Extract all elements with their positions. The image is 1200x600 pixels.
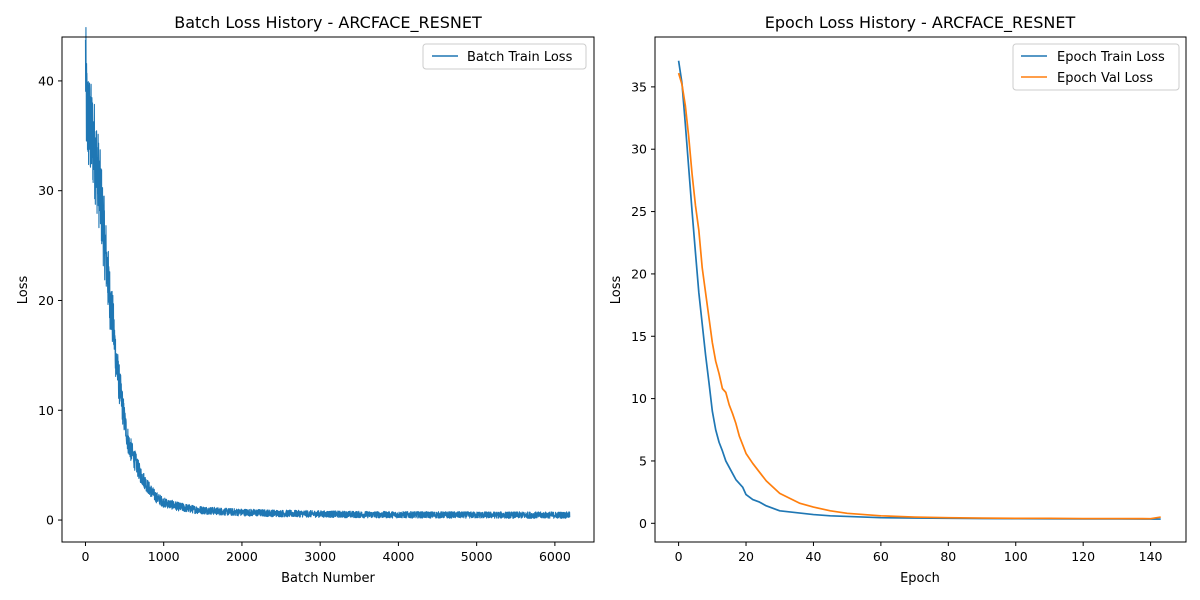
batch-loss-y-label: Loss: [16, 276, 31, 305]
batch-loss-x-tick-label: 2000: [226, 549, 258, 564]
batch-loss-x-tick-label: 4000: [383, 549, 415, 564]
batch-loss-x-tick-label: 5000: [461, 549, 493, 564]
epoch-loss-x-tick-label: 80: [940, 549, 956, 564]
epoch-loss-y-tick-label: 10: [631, 391, 647, 406]
batch-loss-title: Batch Loss History - ARCFACE_RESNET: [174, 13, 482, 33]
legend-box: [1012, 43, 1180, 91]
epoch-loss-x-tick-label: 120: [1071, 549, 1095, 564]
epoch-loss-y-tick-label: 20: [631, 266, 647, 281]
batch-loss-legend: Batch Train Loss: [422, 43, 587, 70]
epoch-loss-series-line-1: [677, 72, 1161, 520]
epoch-loss-legend: Epoch Train Loss Epoch Val Loss: [1012, 43, 1180, 91]
batch-loss-y-tick-label: 10: [38, 403, 54, 418]
epoch-loss-chart: 0 20 40 60 80 100 120 140 0 5 10 15 20 25 30 35 Epoch …: [609, 13, 1187, 586]
epoch-loss-y-tick-label: 5: [639, 453, 647, 468]
epoch-loss-x-tick-label: 0: [675, 549, 683, 564]
legend-label-epoch-val: Epoch Val Loss: [1057, 71, 1153, 86]
epoch-loss-x-label: Epoch: [900, 571, 940, 586]
epoch-loss-y-ticks: 0 5 10 15 20 25 30 35: [631, 79, 655, 531]
epoch-loss-x-tick-label: 20: [738, 549, 754, 564]
legend-box: [422, 43, 587, 70]
batch-loss-x-tick-label: 3000: [304, 549, 336, 564]
epoch-loss-x-tick-label: 60: [873, 549, 889, 564]
epoch-loss-axes-frame: [654, 36, 1187, 543]
epoch-loss-x-tick-label: 140: [1139, 549, 1163, 564]
batch-loss-y-tick-label: 40: [38, 73, 54, 88]
batch-loss-x-tick-label: 1000: [148, 549, 180, 564]
epoch-loss-y-tick-label: 30: [631, 142, 647, 157]
legend-label-epoch-train: Epoch Train Loss: [1057, 50, 1165, 65]
batch-loss-y-tick-label: 30: [38, 183, 54, 198]
batch-loss-y-ticks: 0 10 20 30 40: [38, 73, 62, 528]
batch-loss-axes-frame: [61, 36, 595, 543]
epoch-loss-x-tick-label: 100: [1004, 549, 1028, 564]
epoch-loss-y-tick-label: 0: [639, 516, 647, 531]
epoch-loss-plot-area: [677, 60, 1161, 520]
epoch-loss-x-ticks: 0 20 40 60 80 100 120 140: [675, 542, 1163, 564]
epoch-loss-y-tick-label: 25: [631, 204, 647, 219]
epoch-loss-y-tick-label: 35: [631, 79, 647, 94]
batch-loss-y-tick-label: 0: [46, 513, 54, 528]
batch-loss-plot-area: [84, 26, 571, 519]
epoch-loss-title: Epoch Loss History - ARCFACE_RESNET: [765, 13, 1076, 33]
batch-loss-x-tick-label: 0: [81, 549, 89, 564]
batch-loss-x-label: Batch Number: [281, 571, 375, 586]
batch-loss-y-tick-label: 20: [38, 293, 54, 308]
legend-label-batch-train: Batch Train Loss: [467, 50, 573, 65]
batch-loss-series-line-0: [84, 26, 571, 519]
batch-loss-chart: 0 1000 2000 3000 4000 5000 6000 0 10 20 30 40 Batc…: [16, 13, 595, 586]
batch-loss-x-tick-label: 6000: [539, 549, 571, 564]
batch-loss-x-ticks: 0 1000 2000 3000 4000 5000 6000: [81, 542, 571, 564]
epoch-loss-x-tick-label: 40: [806, 549, 822, 564]
epoch-loss-y-label: Loss: [609, 276, 624, 305]
epoch-loss-y-tick-label: 15: [631, 329, 647, 344]
